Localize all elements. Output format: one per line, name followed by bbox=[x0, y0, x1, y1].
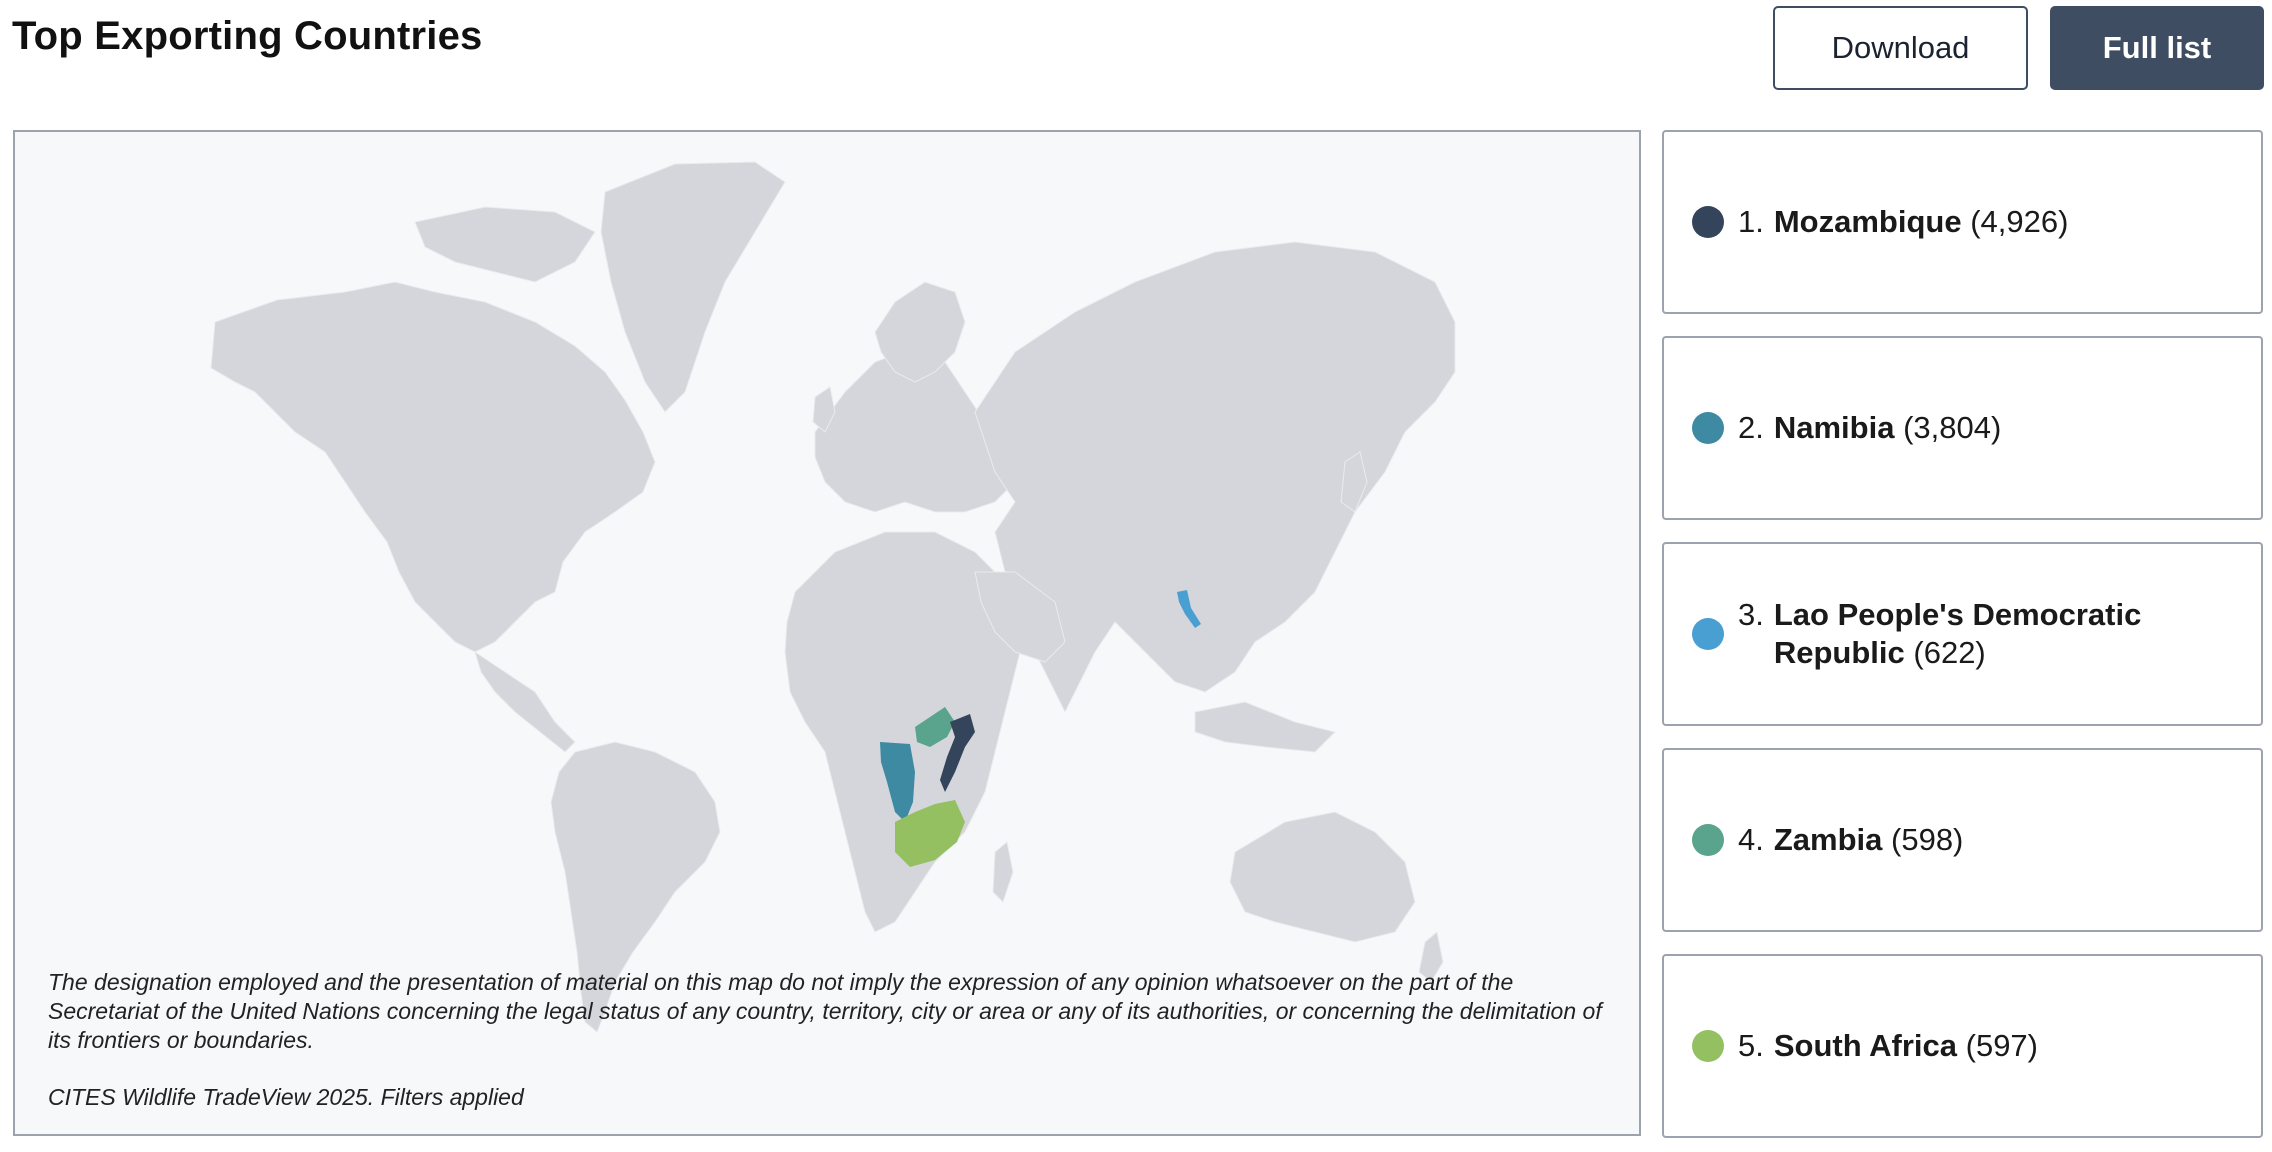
ranking-label: 2. Namibia (3,804) bbox=[1738, 409, 2001, 447]
country-name: Lao People's Democratic Republic bbox=[1773, 597, 2142, 670]
country-name: Zambia bbox=[1773, 822, 1883, 857]
world-map-panel: The designation employed and the present… bbox=[13, 130, 1641, 1136]
download-button[interactable]: Download bbox=[1773, 6, 2028, 90]
map-arabia bbox=[974, 571, 1066, 663]
legend-dot bbox=[1692, 618, 1724, 650]
map-africa bbox=[784, 531, 1026, 933]
record-count: (598) bbox=[1891, 822, 1964, 857]
ranking-card-5[interactable]: 5. South Africa (597) bbox=[1662, 954, 2263, 1138]
record-count: (4,926) bbox=[1970, 204, 2069, 239]
map-namibia[interactable] bbox=[880, 742, 915, 822]
map-north-america bbox=[210, 281, 656, 653]
map-new-zealand bbox=[1418, 931, 1444, 983]
page-title: Top Exporting Countries bbox=[12, 14, 483, 58]
rank-number: 1. bbox=[1738, 204, 1764, 239]
map-south-africa[interactable] bbox=[895, 800, 965, 867]
map-uk bbox=[812, 386, 836, 433]
map-source-note: CITES Wildlife TradeView 2025. Filters a… bbox=[48, 1084, 524, 1110]
ranking-label: 1. Mozambique (4,926) bbox=[1738, 203, 2068, 241]
record-count: (622) bbox=[1913, 635, 1986, 670]
legend-dot bbox=[1692, 412, 1724, 444]
ranking-card-1[interactable]: 1. Mozambique (4,926) bbox=[1662, 130, 2263, 314]
map-australia bbox=[1229, 811, 1416, 943]
map-arctic-islands bbox=[414, 206, 596, 283]
rank-number: 4. bbox=[1738, 822, 1764, 857]
rank-number: 5. bbox=[1738, 1028, 1764, 1063]
country-name: Mozambique bbox=[1773, 204, 1962, 239]
map-disclaimer: The designation employed and the present… bbox=[48, 969, 1602, 1053]
ranking-card-3[interactable]: 3. Lao People's Democratic Republic (622… bbox=[1662, 542, 2263, 726]
map-se-asia bbox=[1194, 701, 1336, 753]
map-lao[interactable] bbox=[1177, 590, 1201, 628]
record-count: (597) bbox=[1965, 1028, 2038, 1063]
rank-number: 2. bbox=[1738, 410, 1764, 445]
map-madagascar bbox=[992, 841, 1014, 903]
map-greenland bbox=[600, 161, 786, 413]
legend-dot bbox=[1692, 824, 1724, 856]
ranking-label: 3. Lao People's Democratic Republic (622… bbox=[1738, 596, 2208, 672]
record-count: (3,804) bbox=[1903, 410, 2002, 445]
ranking-card-2[interactable]: 2. Namibia (3,804) bbox=[1662, 336, 2263, 520]
map-south-america bbox=[550, 741, 721, 1033]
ranking-label: 5. South Africa (597) bbox=[1738, 1027, 2038, 1065]
world-map[interactable] bbox=[15, 132, 1639, 1134]
ranking-label: 4. Zambia (598) bbox=[1738, 821, 1963, 859]
full-list-button[interactable]: Full list bbox=[2050, 6, 2264, 90]
country-name: South Africa bbox=[1773, 1028, 1957, 1063]
map-scandinavia bbox=[874, 281, 966, 383]
ranking-card-4[interactable]: 4. Zambia (598) bbox=[1662, 748, 2263, 932]
map-mozambique[interactable] bbox=[940, 714, 975, 792]
rank-number: 3. bbox=[1738, 597, 1764, 632]
map-japan bbox=[1340, 451, 1368, 513]
legend-dot bbox=[1692, 1030, 1724, 1062]
country-name: Namibia bbox=[1773, 410, 1895, 445]
legend-dot bbox=[1692, 206, 1724, 238]
map-zambia[interactable] bbox=[915, 707, 955, 747]
map-central-america bbox=[474, 650, 576, 753]
